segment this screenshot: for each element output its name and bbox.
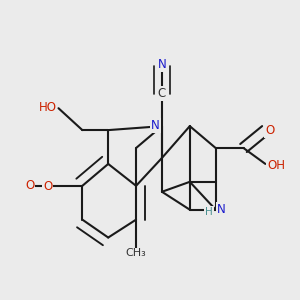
Text: N: N (216, 203, 225, 216)
Text: O: O (266, 124, 274, 136)
Text: N: N (151, 119, 160, 132)
Text: C: C (158, 87, 166, 100)
Text: O: O (43, 180, 52, 193)
Text: H: H (205, 207, 213, 217)
Text: OH: OH (267, 159, 285, 172)
Text: HO: HO (38, 100, 56, 113)
Text: CH₃: CH₃ (126, 248, 146, 259)
Text: N: N (158, 58, 166, 71)
Text: O: O (25, 179, 34, 192)
